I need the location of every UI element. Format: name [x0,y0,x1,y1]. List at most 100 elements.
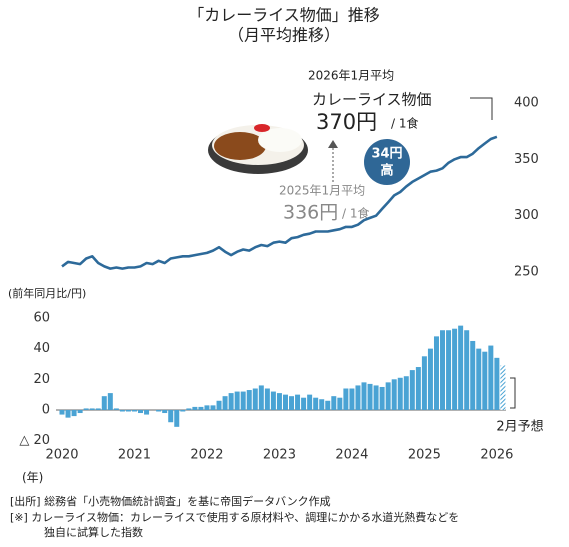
bar [325,400,331,410]
bar [162,409,168,414]
y-tick-label: 20 [33,372,50,387]
annotation: / 1食 [342,206,370,221]
y-tick-label: △ 20 [19,433,50,448]
bar [349,388,355,410]
y-tick-label: 60 [33,310,50,325]
bar [174,409,180,427]
arrow-head [328,140,338,148]
bar [222,396,228,410]
bar [198,406,204,410]
bar [144,409,150,415]
bar [337,397,343,410]
bar [180,409,186,412]
bar [476,348,482,410]
bar [131,409,137,412]
bar [343,388,349,410]
bar [379,386,385,410]
annotation: 2026年1月平均 [308,69,394,83]
bar [77,409,83,414]
bar [234,391,240,410]
bar [361,382,367,410]
bar [421,356,427,410]
bar [433,336,439,410]
annotation: 336円 [283,202,338,224]
bar [101,396,107,410]
bar [119,409,125,412]
subtitle: （月平均推移） [228,26,340,45]
bar [295,394,301,410]
bar [415,367,421,410]
bar [458,325,464,410]
bar [83,408,89,410]
bar [488,345,494,410]
bar [440,330,446,410]
annotation: 高 [380,163,393,179]
bar [246,390,252,410]
y-axis-label: (前年同月比/円) [8,286,86,300]
bar [391,379,397,410]
bar [59,409,65,415]
x-tick-label: 2025 [408,448,441,463]
bar [307,394,313,410]
bar [107,393,113,410]
bar [301,397,307,410]
annotation: カレーライス物価 [312,91,432,109]
bar [355,385,361,410]
bar [282,394,288,410]
diff-badge [364,139,410,185]
bar [113,408,119,410]
bar [482,351,488,410]
source: [出所] 総務省「小売物価統計調査」を基に帝国データバンク作成 [10,494,331,508]
bar [385,382,391,410]
bar [65,409,71,418]
title: 「カレーライス物価」推移 [188,6,380,25]
y-tick-label: 250 [514,265,539,280]
bar [89,408,95,410]
y-tick-label: 300 [514,208,539,223]
x-tick-label: 2021 [118,448,151,463]
bar [192,406,198,410]
bar [373,385,379,410]
x-tick-label: 2023 [263,448,296,463]
x-tick-label: 2020 [45,448,78,463]
forecast-bracket [510,377,516,409]
x-tick-label: 2022 [190,448,223,463]
curry-illustration [208,124,308,174]
annotation: / 1食 [391,116,419,131]
price-line [61,135,498,270]
annotation: 370円 [316,110,377,134]
note: 独自に試算した指数 [44,525,143,539]
y-tick-label: 350 [514,152,539,167]
bar [397,377,403,410]
bar [204,405,210,410]
forecast-label: 2月予想 [496,419,543,435]
bar [138,409,144,414]
bar [446,330,452,410]
bar [403,376,409,410]
bar [289,396,295,410]
bar [168,409,174,423]
bar [216,400,222,410]
y-tick-label: 0 [42,402,50,417]
bar [95,408,101,410]
bar [125,409,131,412]
bar [186,408,192,410]
note: [※] カレーライス物価：カレーライスで使用する原材料や、調理にかかる水道光熱費… [10,510,459,524]
bar [494,357,500,410]
bar [409,370,415,410]
bar [331,396,337,410]
bar [470,340,476,410]
bar [228,393,234,410]
bar [252,388,258,410]
bar [313,397,319,410]
bar [240,391,246,410]
annotation: 34円 [371,147,402,162]
bar [210,405,216,410]
bar [276,393,282,410]
leader-line [470,97,493,120]
bar [264,388,270,410]
x-axis-label: (年) [22,471,43,485]
annotation: 2025年1月平均 [279,184,365,198]
bar [156,409,162,412]
